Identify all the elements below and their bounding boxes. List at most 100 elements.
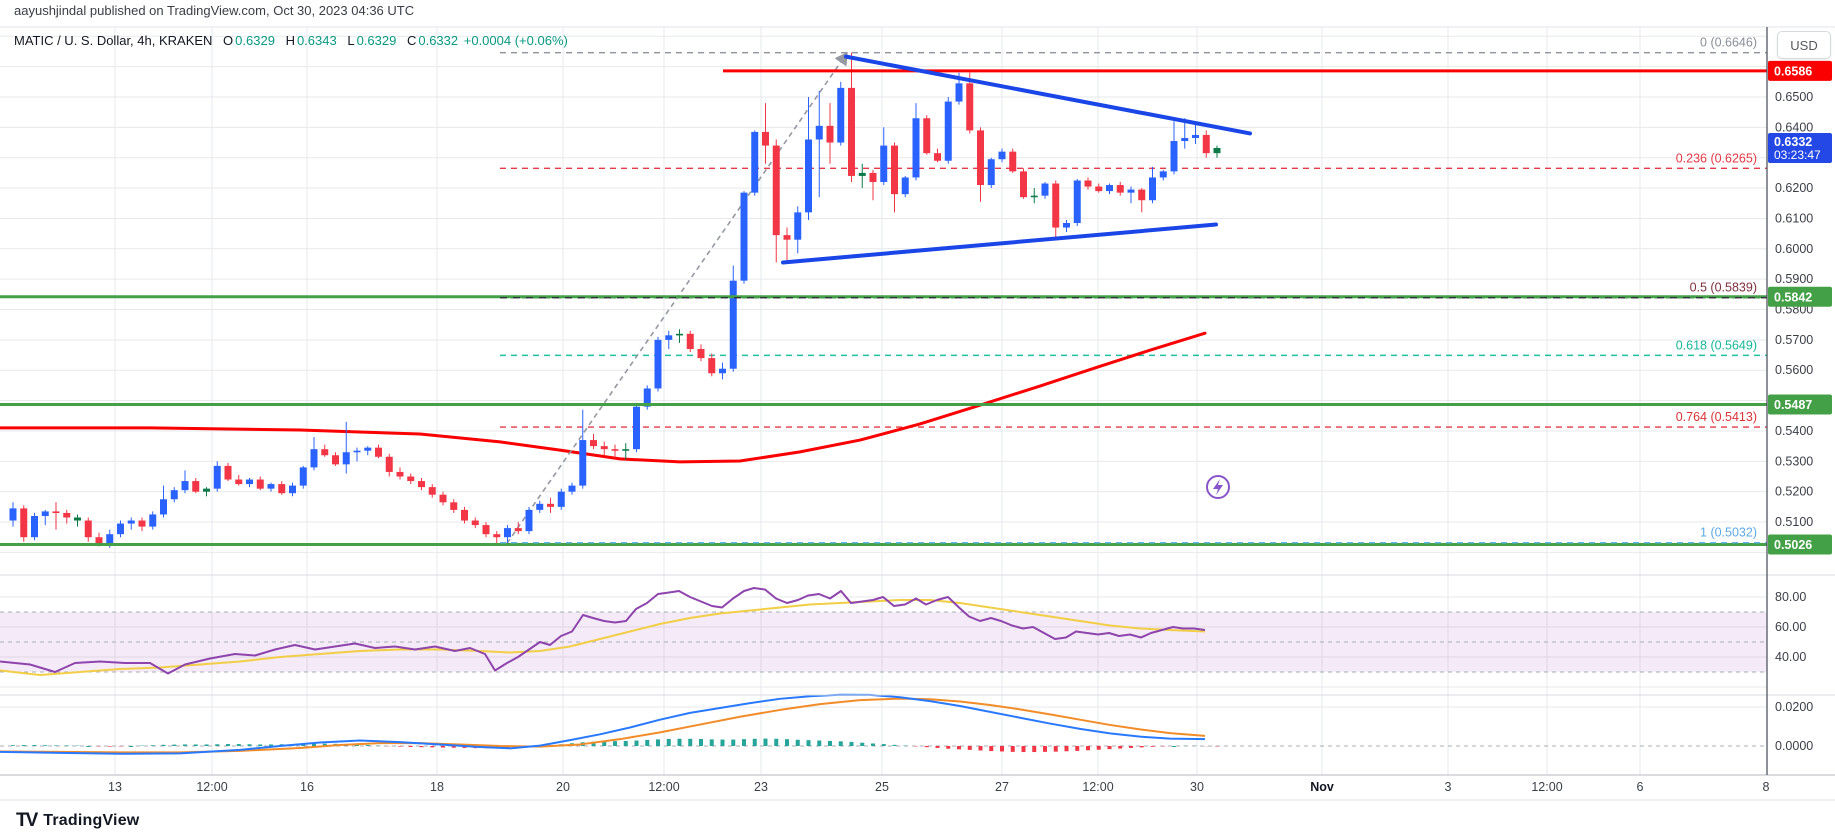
- candle-body: [52, 511, 60, 514]
- time-axis-label: 13: [108, 780, 122, 794]
- symbol-info[interactable]: MATIC / U. S. Dollar, 4h, KRAKEN O 0.6329…: [14, 33, 568, 48]
- candle-body: [1138, 189, 1146, 201]
- candle-body: [708, 358, 716, 374]
- price-badge: [1768, 534, 1832, 555]
- candle-body: [848, 87, 855, 176]
- candle-body: [396, 471, 404, 477]
- candle-body: [31, 515, 38, 538]
- macd-hist-bar: [978, 746, 983, 751]
- macd-hist-bar: [269, 744, 273, 746]
- price-badge-text: 0.5026: [1774, 538, 1812, 552]
- candle-body: [450, 502, 458, 510]
- candle-body: [686, 333, 694, 349]
- macd-hist-bar: [623, 740, 628, 746]
- macd-hist-bar: [1129, 746, 1133, 748]
- time-axis-label: 16: [300, 780, 314, 794]
- macd-hist-bar: [838, 741, 843, 746]
- candle-body: [1159, 171, 1167, 178]
- symbol-title[interactable]: MATIC / U. S. Dollar, 4h, KRAKEN: [14, 33, 213, 48]
- candle-body: [977, 130, 984, 186]
- triangle-trendlines[interactable]: [781, 54, 1252, 265]
- time-axis-label: 12:00: [648, 780, 679, 794]
- macd-hist-bar: [591, 741, 596, 746]
- macd-hist-bar: [967, 746, 972, 750]
- candle-body: [1106, 185, 1113, 192]
- candle-body: [815, 125, 823, 140]
- candle-body: [751, 131, 759, 193]
- candle-body: [514, 528, 522, 532]
- price-axis-label: 0.5100: [1775, 515, 1813, 529]
- candle-body: [385, 456, 393, 472]
- candle-body: [299, 467, 307, 486]
- price-axis-label: 0.5200: [1775, 485, 1813, 499]
- candle-body: [987, 159, 995, 186]
- candle-body: [278, 484, 286, 494]
- price-axis-label: 0.6400: [1775, 120, 1813, 134]
- time-axis-label: 30: [1190, 780, 1204, 794]
- candle-body: [1063, 222, 1070, 228]
- time-axis-label: 23: [754, 780, 768, 794]
- candle-body: [418, 481, 425, 488]
- macd-hist-bar: [957, 746, 961, 750]
- candle-body: [364, 447, 372, 451]
- candle-body: [783, 235, 791, 240]
- macd-hist-bar: [828, 740, 832, 746]
- price-badge-text: 0.5487: [1774, 398, 1812, 412]
- tradingview-logo[interactable]: TV TradingView: [16, 810, 139, 832]
- macd-hist-bar: [602, 741, 607, 746]
- trend-arrow[interactable]: [506, 51, 848, 544]
- candle-body: [1127, 189, 1135, 193]
- macd-hist-bar: [881, 744, 886, 746]
- candle-body: [332, 455, 339, 465]
- macd-hist-bar: [204, 744, 209, 746]
- price-badge: [1768, 133, 1832, 164]
- candle-body: [794, 212, 802, 240]
- price-axis-label: 0.5700: [1775, 333, 1813, 347]
- support-resistance-lines[interactable]: [0, 69, 1767, 547]
- candle-body: [762, 131, 769, 146]
- candle-body: [504, 528, 511, 538]
- macd-hist-bar: [634, 740, 639, 746]
- candle-body: [579, 440, 587, 486]
- candle-body: [321, 449, 329, 456]
- macd-hist-bar: [989, 746, 994, 752]
- macd-hist-bar: [1086, 746, 1090, 751]
- candle-body: [471, 520, 479, 526]
- moving-average-line[interactable]: [0, 331, 1207, 464]
- candle-body: [536, 503, 544, 510]
- price-badge: [1768, 394, 1832, 415]
- macd-hist-bar: [1043, 746, 1047, 752]
- macd-hist-bar: [43, 745, 48, 746]
- candle-body: [310, 449, 318, 468]
- candle-body: [1192, 134, 1199, 138]
- candle-body: [160, 499, 167, 515]
- rsi-axis-label: 40.00: [1775, 650, 1806, 664]
- time-axis-label: 20: [556, 780, 570, 794]
- macd-hist-bar: [11, 745, 15, 746]
- candle-body: [923, 118, 931, 154]
- candle-body: [869, 172, 877, 183]
- lightning-icon[interactable]: [1206, 475, 1230, 499]
- candle-body: [826, 125, 834, 143]
- price-badge-text: 0.5842: [1774, 290, 1812, 304]
- candle-body: [256, 479, 264, 489]
- candle-body: [955, 83, 963, 102]
- candle-body: [375, 447, 382, 457]
- ma-curve: [0, 331, 1207, 464]
- macd-hist-bar: [1139, 746, 1144, 748]
- macd-hist-bar: [709, 739, 714, 746]
- grid-layer: [0, 27, 1767, 775]
- time-axis-label: 12:00: [1082, 780, 1113, 794]
- candles-layer[interactable]: [9, 52, 1221, 548]
- candle-body: [772, 145, 780, 236]
- axis-labels-layer[interactable]: 0.6500 0.6400 0.6200 0.6100 0.6000 0.5900 0.58…: [108, 36, 1832, 794]
- currency-toggle-button[interactable]: USD: [1777, 31, 1831, 59]
- candle-body: [633, 406, 640, 450]
- candle-body: [1149, 177, 1156, 201]
- fib-level-label: 0.764 (0.5413): [1676, 410, 1757, 424]
- rsi-band-layer: [0, 611, 1767, 673]
- candle-body: [407, 476, 415, 482]
- triangle-trendline: [781, 222, 1218, 265]
